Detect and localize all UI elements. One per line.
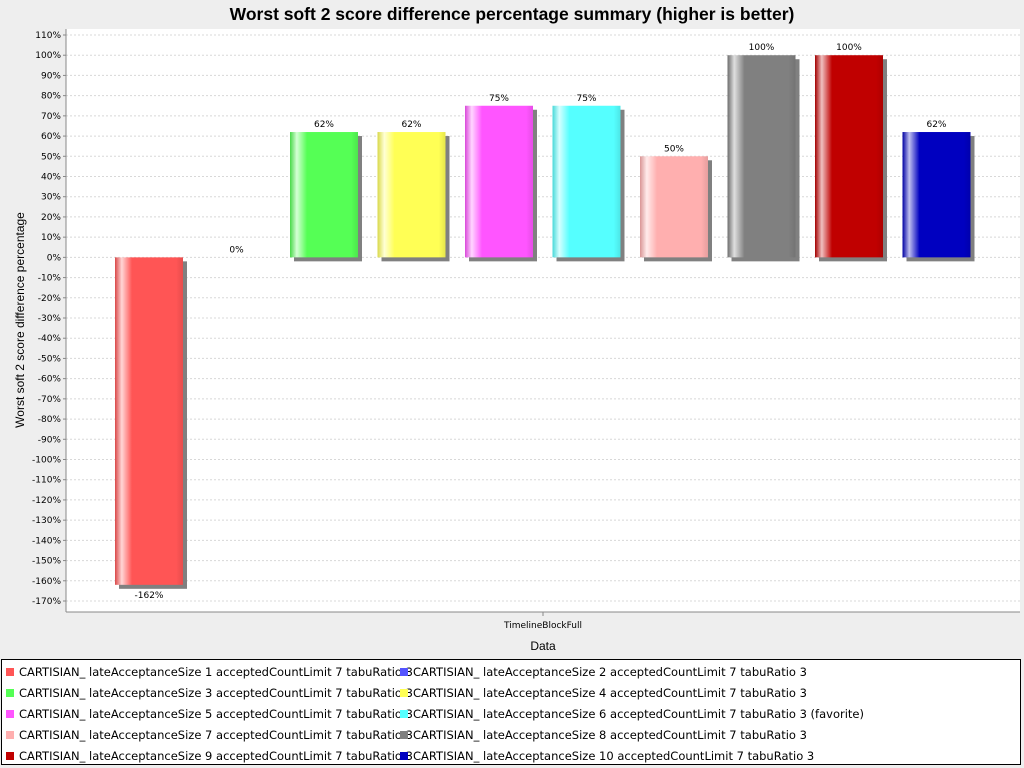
bar [640, 156, 708, 258]
bar [815, 55, 883, 258]
data-label: 62% [926, 120, 946, 130]
bar [552, 105, 621, 258]
data-label: 50% [664, 144, 684, 154]
y-tick-label: -160% [32, 577, 61, 587]
y-tick-label: -120% [32, 496, 61, 506]
y-tick-label: -30% [38, 314, 62, 324]
y-tick-label: 100% [35, 51, 61, 61]
chart-title: Worst soft 2 score difference percentage… [230, 4, 795, 24]
y-tick-label: 40% [41, 173, 61, 183]
legend-item: CARTISIAN_ lateAcceptanceSize 7 accepted… [6, 727, 413, 743]
data-label: -162% [135, 591, 164, 601]
legend-label: CARTISIAN_ lateAcceptanceSize 1 accepted… [19, 665, 413, 679]
data-label: 75% [576, 94, 596, 104]
data-label: 75% [489, 94, 509, 104]
legend-swatch [400, 752, 408, 760]
x-axis-label: Data [530, 639, 556, 653]
legend-swatch [400, 689, 408, 697]
y-tick-label: -70% [38, 395, 62, 405]
data-label: 100% [836, 43, 862, 53]
legend-label: CARTISIAN_ lateAcceptanceSize 3 accepted… [19, 686, 413, 700]
y-tick-label: -90% [38, 435, 62, 445]
legend-swatch [6, 752, 14, 760]
bar [115, 257, 183, 585]
legend-swatch [400, 668, 408, 676]
legend-item: CARTISIAN_ lateAcceptanceSize 5 accepted… [6, 706, 413, 722]
y-tick-label: -130% [32, 516, 61, 526]
gridlines [66, 34, 1020, 602]
y-tick-label: 70% [41, 112, 61, 122]
legend-swatch [6, 689, 14, 697]
y-tick-label: -50% [38, 354, 62, 364]
y-tick-label: -140% [32, 536, 61, 546]
legend-label: CARTISIAN_ lateAcceptanceSize 7 accepted… [19, 728, 413, 742]
data-label: 62% [314, 120, 334, 130]
legend-item: CARTISIAN_ lateAcceptanceSize 1 accepted… [6, 664, 413, 680]
legend-item: CARTISIAN_ lateAcceptanceSize 9 accepted… [6, 748, 413, 764]
bar [465, 105, 533, 258]
legend-item: CARTISIAN_ lateAcceptanceSize 2 accepted… [400, 664, 807, 680]
legend-swatch [400, 731, 408, 739]
y-tick-label: 20% [41, 213, 61, 223]
y-axis-ticks: 110% 100% 90% 80% 70% 60% 50% 40% 30% 20% 10% 0% -10… [32, 31, 66, 607]
data-label: 0% [229, 245, 244, 255]
y-tick-label: -60% [38, 375, 62, 385]
legend-label: CARTISIAN_ lateAcceptanceSize 9 accepted… [19, 749, 413, 763]
y-tick-label: -20% [38, 294, 62, 304]
y-tick-label: 10% [41, 233, 61, 243]
legend-item: CARTISIAN_ lateAcceptanceSize 10 accepte… [400, 748, 814, 764]
bar [290, 132, 358, 258]
y-tick-label: 90% [41, 71, 61, 81]
bars [115, 55, 975, 589]
legend-label: CARTISIAN_ lateAcceptanceSize 2 accepted… [413, 665, 807, 679]
legend-item: CARTISIAN_ lateAcceptanceSize 3 accepted… [6, 685, 413, 701]
y-tick-label: -100% [32, 456, 61, 466]
y-tick-label: 50% [41, 152, 61, 162]
x-tick-label: TimelineBlockFull [503, 621, 582, 631]
data-labels: -162% 0% 62% 62% 75% 75% 50% 100% 100% 62% [135, 43, 947, 601]
y-tick-label: 110% [35, 31, 61, 41]
legend-item: CARTISIAN_ lateAcceptanceSize 6 accepted… [400, 706, 864, 722]
legend-label: CARTISIAN_ lateAcceptanceSize 10 accepte… [413, 749, 815, 763]
y-tick-label: -110% [32, 476, 61, 486]
bar [902, 132, 971, 258]
data-label: 62% [401, 120, 421, 130]
y-tick-label: 30% [41, 193, 61, 203]
legend-swatch [6, 710, 14, 718]
y-tick-label: -170% [32, 597, 61, 607]
legend-label: CARTISIAN_ lateAcceptanceSize 8 accepted… [413, 728, 807, 742]
legend: CARTISIAN_ lateAcceptanceSize 1 accepted… [1, 659, 1021, 765]
bar [377, 132, 446, 258]
y-tick-label: -80% [38, 415, 62, 425]
legend-label: CARTISIAN_ lateAcceptanceSize 5 accepted… [19, 707, 413, 721]
legend-label: CARTISIAN_ lateAcceptanceSize 6 accepted… [413, 707, 864, 721]
y-tick-label: -40% [38, 334, 62, 344]
y-tick-label: 60% [41, 132, 61, 142]
legend-item: CARTISIAN_ lateAcceptanceSize 8 accepted… [400, 727, 807, 743]
chart: Worst soft 2 score difference percentage… [13, 4, 1020, 653]
y-axis-label: Worst soft 2 score difference percentage [13, 212, 27, 428]
y-tick-label: 0% [47, 253, 62, 263]
y-tick-label: -10% [38, 274, 62, 284]
legend-swatch [6, 668, 14, 676]
legend-label: CARTISIAN_ lateAcceptanceSize 4 accepted… [413, 686, 807, 700]
legend-item: CARTISIAN_ lateAcceptanceSize 4 accepted… [400, 685, 807, 701]
y-tick-label: 80% [41, 92, 61, 102]
legend-swatch [6, 731, 14, 739]
legend-swatch [400, 710, 408, 718]
y-tick-label: -150% [32, 557, 61, 567]
bar [727, 55, 796, 258]
data-label: 100% [749, 43, 775, 53]
